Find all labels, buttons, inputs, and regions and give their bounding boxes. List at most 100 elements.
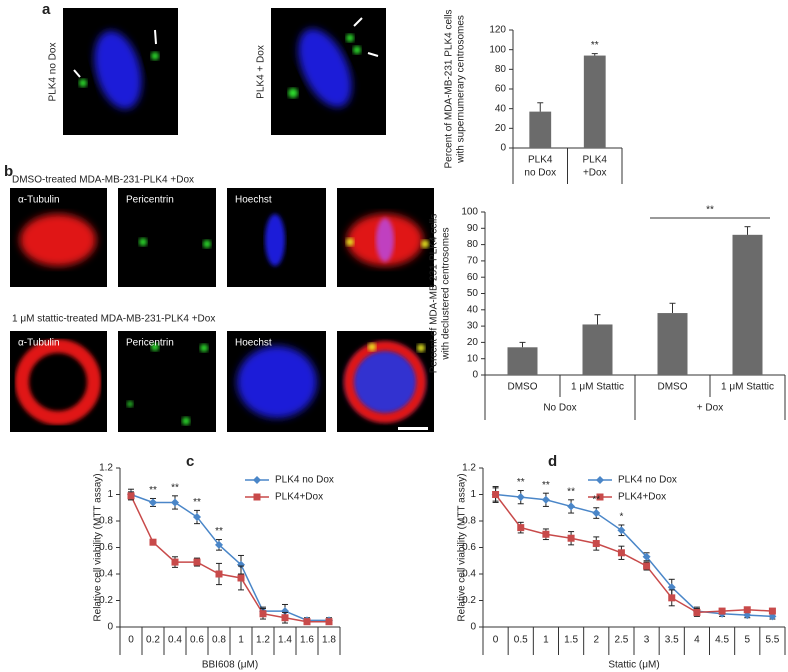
marker (237, 574, 245, 582)
channel-label: Hoechst (235, 338, 272, 349)
y-tick-label: 40 (467, 304, 479, 315)
y-tick-label: 0.2 (462, 595, 476, 606)
marker (237, 560, 245, 569)
y-tick-label: 0 (107, 622, 113, 633)
significance: ** (706, 205, 714, 216)
x-tick-label: 4 (694, 635, 700, 646)
y-tick-label: 0.4 (99, 569, 113, 580)
significance: ** (171, 482, 179, 493)
y-tick-label: 0 (472, 370, 478, 381)
significance: ** (567, 486, 575, 497)
y-tick-label: 120 (489, 25, 506, 36)
micrograph-row (10, 188, 434, 287)
significance: ** (149, 485, 157, 496)
x-tick-label: PLK4 (528, 155, 553, 166)
marker (596, 476, 604, 484)
y-axis-label: Relative cell viability (MTT assay) (93, 473, 104, 621)
marker (743, 606, 751, 614)
marker (215, 570, 223, 578)
y-axis-label: Percent of MDA-MB-231-PLK4 cells (429, 214, 440, 374)
marker (281, 614, 289, 622)
y-axis-label: Relative cell viability (MTT assay) (457, 473, 468, 621)
x-tick-label: 5 (744, 635, 750, 646)
x-tick-label: 1 (543, 635, 549, 646)
micrograph-row (10, 331, 434, 432)
marker (643, 562, 651, 570)
x-tick-label: no Dox (524, 168, 556, 179)
bar (529, 111, 552, 148)
marker (567, 502, 576, 511)
marker (542, 530, 550, 538)
significance: ** (591, 40, 599, 51)
x-tick-label: DMSO (508, 382, 538, 393)
y-tick-label: 0.6 (99, 542, 113, 553)
y-tick-label: 40 (495, 103, 507, 114)
x-tick-label: 0.4 (168, 635, 182, 646)
y-tick-label: 0.4 (462, 569, 476, 580)
series-line (494, 494, 773, 614)
marker (592, 509, 601, 518)
marker (667, 583, 676, 592)
y-tick-label: 0 (470, 622, 476, 633)
x-tick-label: 2.5 (614, 635, 628, 646)
x-tick-label: 0.5 (514, 635, 528, 646)
y-tick-label: 20 (467, 337, 479, 348)
x-tick-label: 3.5 (665, 635, 679, 646)
x-tick-label: +Dox (583, 168, 607, 179)
legend-label: PLK4+Dox (618, 492, 666, 503)
y-axis-label: with supernumerary centrosomes (456, 15, 467, 164)
marker (768, 607, 776, 615)
x-tick-label: 0.2 (146, 635, 160, 646)
marker (642, 552, 651, 561)
y-tick-label: 1.2 (462, 463, 476, 474)
y-tick-label: 20 (495, 123, 507, 134)
marker (617, 526, 626, 535)
micrograph (271, 8, 386, 135)
panel-label: a (42, 1, 51, 18)
channel-label: α-Tubulin (18, 338, 60, 349)
channel-label: α-Tubulin (18, 195, 60, 206)
y-tick-label: 90 (467, 223, 479, 234)
x-tick-label: 1.6 (300, 635, 314, 646)
x-axis-label: Stattic (μM) (608, 660, 659, 671)
y-tick-label: 100 (489, 44, 506, 55)
x-tick-label: 1 (238, 635, 244, 646)
y-tick-label: 70 (467, 256, 479, 267)
panel-label: c (186, 453, 194, 470)
marker (596, 493, 604, 501)
y-tick-label: 0.8 (99, 516, 113, 527)
legend-label: PLK4+Dox (275, 492, 323, 503)
bar (582, 324, 613, 375)
marker (149, 538, 157, 546)
marker (567, 534, 575, 542)
x-tick-label: 1.2 (256, 635, 270, 646)
significance: ** (517, 477, 525, 488)
y-tick-label: 60 (467, 272, 479, 283)
significance: ** (193, 497, 201, 508)
x-tick-label: 1 μM Stattic (571, 382, 624, 393)
series-line (130, 493, 329, 622)
channel-label: Pericentrin (126, 338, 174, 349)
channel-label: Pericentrin (126, 195, 174, 206)
x-tick-label: 0.8 (212, 635, 226, 646)
y-tick-label: 0.2 (99, 595, 113, 606)
image-label: PLK4 + Dox (256, 45, 267, 99)
marker (592, 540, 600, 548)
y-tick-label: 80 (467, 239, 479, 250)
y-tick-label: 0.6 (462, 542, 476, 553)
marker (193, 513, 201, 522)
x-tick-label: 1.4 (278, 635, 292, 646)
y-axis-label: Percent of MDA-MB-231 PLK4 cells (444, 10, 455, 169)
marker (668, 594, 676, 602)
y-tick-label: 30 (467, 321, 479, 332)
significance: ** (215, 526, 223, 537)
bar (507, 347, 538, 375)
x-tick-label: 0.6 (190, 635, 204, 646)
marker (259, 610, 267, 618)
micrograph (63, 8, 178, 135)
marker (492, 491, 500, 498)
image-label: PLK4 no Dox (48, 43, 59, 102)
y-tick-label: 60 (495, 84, 507, 95)
y-tick-label: 50 (467, 288, 479, 299)
y-tick-label: 0.8 (462, 516, 476, 527)
